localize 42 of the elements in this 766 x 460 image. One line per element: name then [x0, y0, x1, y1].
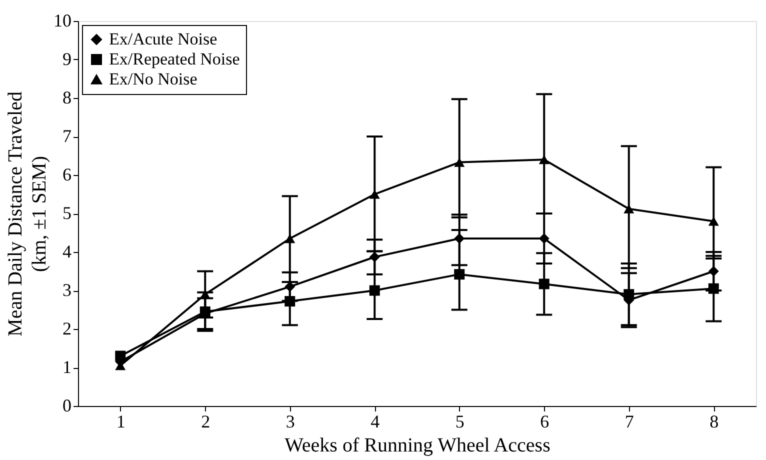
x-tick-label: 1 — [116, 412, 126, 432]
y-tick-label: 5 — [62, 203, 72, 223]
point — [624, 204, 634, 214]
y-tick-label: 2 — [62, 318, 72, 338]
point — [115, 350, 126, 362]
point — [369, 252, 380, 262]
point — [369, 285, 380, 296]
point — [284, 234, 296, 244]
x-axis-title: Weeks of Running Wheel Access — [284, 434, 551, 456]
y-tick-label: 0 — [62, 396, 72, 416]
y-tick-label: 8 — [62, 88, 72, 108]
x-tick-label: 7 — [624, 412, 634, 432]
x-tick-label: 2 — [201, 412, 210, 432]
point — [538, 233, 550, 244]
point — [454, 269, 465, 280]
y-axis-title: Mean Daily Distance Traveled (km, ±1 SEM) — [4, 92, 50, 336]
point — [454, 158, 465, 167]
y-tick-label: 9 — [62, 49, 72, 69]
point — [284, 296, 296, 307]
x-tick-label: 3 — [286, 412, 295, 432]
x-tick-label: 5 — [455, 412, 464, 432]
legend-label: Ex/No Noise — [109, 70, 198, 88]
y-tick-label: 10 — [54, 10, 72, 30]
point — [369, 190, 380, 199]
point — [454, 233, 465, 244]
y-tick-label: 6 — [62, 164, 72, 184]
point — [708, 216, 719, 226]
point — [708, 266, 719, 276]
legend-label: Ex/Repeated Noise — [109, 50, 240, 68]
point — [708, 283, 719, 294]
x-tick-label: 6 — [540, 412, 550, 432]
point — [538, 155, 550, 164]
y-tick-label: 1 — [62, 357, 72, 377]
point — [624, 289, 634, 300]
point — [538, 278, 550, 290]
y-tick-label: 7 — [62, 126, 72, 146]
x-tick-label: 4 — [370, 412, 380, 432]
point — [200, 290, 210, 299]
y-tick-label: 4 — [62, 242, 72, 262]
x-tick-label: 8 — [710, 412, 719, 432]
y-tick-label: 3 — [62, 280, 72, 300]
legend-label: Ex/Acute Noise — [109, 30, 218, 48]
